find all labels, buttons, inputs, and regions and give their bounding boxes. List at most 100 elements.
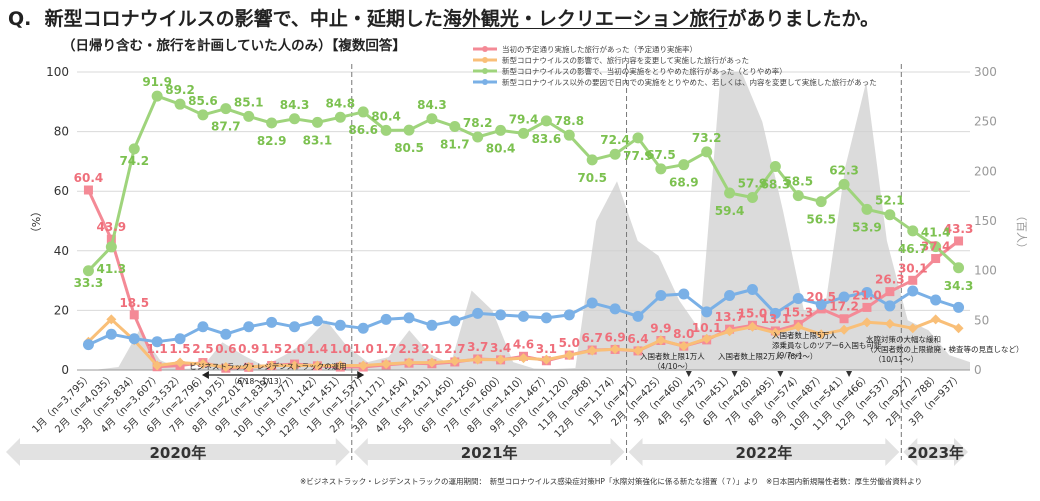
series-3-point	[884, 300, 896, 312]
event-marker-2	[777, 371, 784, 377]
series-2-data-label: 53.9	[852, 220, 882, 234]
series-3-point	[289, 321, 301, 333]
annotation-text: ビジネストラック・レジデンストラックの運用	[189, 361, 346, 371]
series-3-point	[907, 285, 919, 297]
series-2-data-label: 41.4	[921, 226, 951, 240]
series-0-data-label: 20.5	[806, 290, 836, 304]
year-band-3	[903, 438, 968, 466]
series-2-point	[540, 115, 552, 127]
series-2-data-label: 80.4	[371, 109, 401, 123]
series-3-point	[586, 297, 598, 309]
y-axis-title: （%）	[29, 206, 42, 238]
series-2-point	[632, 132, 644, 144]
annotation-text: （入国者数の上限撤廃・検査等の見直しなど）	[866, 344, 1024, 354]
series-0-data-label: 3.1	[536, 342, 557, 356]
series-1-point	[381, 359, 392, 370]
series-0-data-label: 2.0	[284, 342, 305, 356]
series-2-data-label: 73.2	[692, 131, 722, 145]
series-2-data-label: 77.9	[623, 149, 653, 163]
series-2-point	[403, 124, 415, 136]
year-label: 2023年	[907, 444, 964, 462]
series-3-point	[380, 313, 392, 325]
series-0-point	[129, 310, 139, 320]
series-0-data-label: 6.4	[627, 332, 648, 346]
series-0-data-label: 37.4	[921, 240, 951, 254]
series-3-point	[357, 322, 369, 334]
page-subtitle: （日帰り含む・旅行を計画していた人のみ）【複数回答】	[62, 38, 406, 54]
series-1-point	[632, 345, 643, 356]
y2-tick-label: 50	[974, 313, 989, 327]
y-tick-label: 80	[54, 125, 69, 139]
series-1-point	[472, 354, 483, 365]
series-0-data-label: 30.1	[898, 261, 928, 275]
legend-marker-1	[482, 57, 488, 63]
series-2-data-label: 91.9	[142, 75, 172, 89]
year-band-1	[353, 438, 625, 466]
series-0-data-label: 1.4	[307, 342, 328, 356]
series-1-point	[770, 327, 781, 338]
title-part1: 新型コロナウイルスの影響で、中止・延期した	[44, 8, 443, 30]
series-2-point	[426, 113, 438, 125]
series-2-data-label: 84.8	[326, 96, 356, 110]
y2-tick-label: 0	[974, 363, 982, 377]
series-3-point	[746, 284, 758, 296]
series-2-data-label: 68.9	[669, 176, 699, 190]
series-2-point	[884, 209, 896, 221]
series-3-point	[678, 288, 690, 300]
series-3-point	[861, 287, 873, 299]
y2-tick-label: 300	[974, 65, 997, 79]
series-2-data-label: 80.5	[394, 141, 424, 155]
series-2-data-label: 59.4	[715, 204, 745, 218]
series-0-point	[862, 302, 872, 312]
series-3-point	[563, 309, 575, 321]
series-1-point	[610, 344, 621, 355]
series-1-point	[197, 359, 208, 370]
series-2-point	[769, 160, 781, 172]
series-3-point	[105, 328, 117, 340]
series-0-data-label: 18.5	[119, 296, 149, 310]
year-label: 2020年	[150, 444, 207, 462]
series-3-point	[403, 312, 415, 324]
series-3-point	[518, 310, 529, 322]
series-2-point	[655, 163, 667, 175]
series-3-point	[426, 319, 438, 331]
series-1-point	[289, 360, 300, 371]
annotation-text: 入国者数上限2万人（6/1～）	[718, 351, 817, 361]
series-0-data-label: 8.0	[673, 327, 694, 341]
series-0-data-label: 13.1	[761, 312, 791, 326]
series-0-data-label: 60.4	[74, 171, 104, 185]
series-3-point	[311, 315, 323, 327]
series-2-point	[609, 148, 621, 160]
series-2-point	[838, 178, 850, 190]
series-2-data-label: 79.4	[509, 112, 539, 126]
series-3-point	[701, 306, 713, 318]
legend-marker-0	[482, 46, 488, 52]
y-tick-label: 0	[61, 363, 69, 377]
series-0-data-label: 2.5	[192, 342, 213, 356]
series-1-point	[541, 354, 552, 365]
series-3-point	[128, 333, 140, 345]
series-3-point	[930, 294, 942, 306]
page-title: Q. 新型コロナウイルスの影響で、中止・延期した海外観光・レクリエーション旅行が…	[8, 4, 879, 31]
series-2-data-label: 72.4	[600, 133, 630, 147]
series-0-point	[839, 314, 849, 324]
annotation-text: （4/10～）	[653, 362, 692, 371]
series-0-point	[106, 234, 116, 244]
series-2-data-label: 86.6	[348, 123, 378, 137]
series-2-point	[907, 225, 919, 237]
series-2-point	[586, 154, 598, 166]
y-tick-label: 100	[46, 65, 69, 79]
series-3-point	[220, 328, 232, 340]
year-band-0	[6, 438, 350, 466]
series-1-point	[404, 357, 415, 368]
series-1-point	[426, 357, 437, 368]
series-2-data-label: 70.5	[577, 171, 607, 185]
series-0-data-label: 21.0	[852, 288, 882, 302]
legend-marker-2	[482, 68, 488, 74]
series-1-point	[518, 353, 529, 364]
series-0-data-label: 13.7	[715, 310, 745, 324]
series-2-point	[357, 106, 369, 118]
event-marker-0	[685, 371, 692, 377]
series-1-point	[701, 333, 712, 344]
series-2-data-label: 87.7	[211, 120, 241, 134]
